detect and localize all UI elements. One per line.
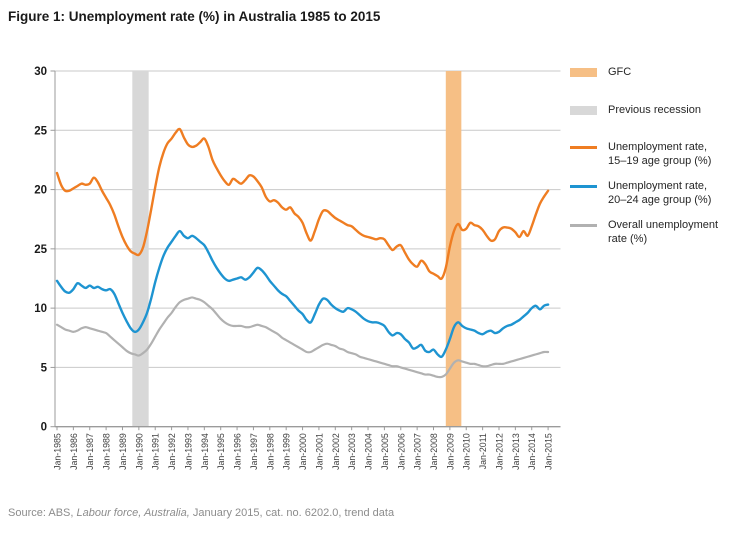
series-line-15-19 [55,127,550,281]
legend-label-line: Unemployment rate, [608,180,708,192]
x-axis-label: Jan-1999 [282,433,292,470]
x-axis-label: Jan-1991 [151,433,161,470]
orange-line-swatch [570,146,597,149]
legend-item-gfc: GFC [570,66,631,80]
x-axis-label: Jan-2013 [511,433,521,470]
y-axis-label: 10 [34,303,47,315]
x-axis-label: Jan-1992 [167,433,177,470]
x-axis-label: Jan-2010 [462,433,472,470]
figure-title: Figure 1: Unemployment rate (%) in Austr… [8,9,381,24]
legend-item-rate-20-24: Unemployment rate, 20–24 age group (%) [570,180,711,207]
x-axis-label: Jan-2015 [544,433,554,470]
x-axis-label: Jan-2009 [445,433,455,470]
source-suffix: January 2015, cat. no. 6202.0, trend dat… [189,507,395,519]
x-axis-label: Jan-2004 [364,433,374,470]
x-axis-label: Jan-2014 [527,433,537,470]
source-prefix: Source: ABS, [8,507,77,519]
legend-label: Previous recession [608,104,701,118]
legend-label: Overall unemployment rate (%) [608,219,718,246]
legend-item-rate-15-19: Unemployment rate, 15–19 age group (%) [570,141,711,168]
legend-label-line: Overall unemployment [608,219,719,231]
x-axis-label: Jan-2000 [298,433,308,470]
legend-item-previous-recession: Previous recession [570,104,701,118]
x-axis-label: Jan-2012 [494,433,504,470]
x-axis-label: Jan-2003 [347,433,357,470]
x-axis-label: Jan-1994 [200,433,210,470]
x-axis-label: Jan-1990 [134,433,144,470]
gfc-band-swatch [570,68,597,77]
y-axis-label: 20 [34,185,47,197]
y-axis-label: 25 [34,244,47,256]
legend-label: GFC [608,66,631,80]
legend-label-line: 20–24 age group (%) [608,193,712,206]
legend-label-line: rate (%) [608,232,648,245]
x-axis-label: Jan-2005 [380,433,390,470]
x-axis-label: Jan-1985 [53,433,63,470]
series-line-20-24 [55,229,550,359]
x-axis-label: Jan-1988 [102,433,112,470]
x-axis-label: Jan-2001 [314,433,324,470]
legend-label-line: 15–19 age group (%) [608,154,712,167]
legend-label-line: Previous recession [608,104,701,116]
blue-line-swatch [570,185,597,188]
recession-band-swatch [570,106,597,115]
y-axis-label: 0 [41,422,47,434]
x-axis-label: Jan-2007 [413,433,423,470]
x-axis-label: Jan-1996 [233,433,243,470]
legend-item-rate-overall: Overall unemployment rate (%) [570,219,718,246]
legend-label-line: Unemployment rate, [608,141,708,153]
x-axis-label: Jan-1995 [216,433,226,470]
x-axis-label: Jan-2011 [478,433,488,469]
x-axis-label: Jan-1989 [118,433,128,470]
previous-recession-band [132,71,149,427]
x-axis-label: Jan-1987 [85,433,95,470]
legend-label: Unemployment rate, 20–24 age group (%) [608,180,711,207]
y-axis-label: 30 [34,66,47,78]
legend-label-line: GFC [608,66,632,78]
source-publication: Labour force, Australia, [76,507,190,519]
y-axis-label: 5 [41,362,48,374]
x-axis-label: Jan-1993 [183,433,193,470]
x-axis-label: Jan-2006 [396,433,406,470]
gfc-band [445,71,462,427]
series-line-overall [55,296,550,379]
legend-label: Unemployment rate, 15–19 age group (%) [608,141,711,168]
source-note: Source: ABS, Labour force, Australia, Ja… [8,507,394,519]
y-axis-label: 25 [34,125,47,137]
legend: GFC Previous recession Unemployment rate… [570,0,748,400]
x-axis-label: Jan-1997 [249,433,259,470]
x-axis-label: Jan-1998 [265,433,275,470]
x-axis-label: Jan-2008 [429,433,439,470]
gray-line-swatch [570,224,597,227]
x-axis-label: Jan-1986 [69,433,79,470]
x-axis-label: Jan-2002 [331,433,341,470]
